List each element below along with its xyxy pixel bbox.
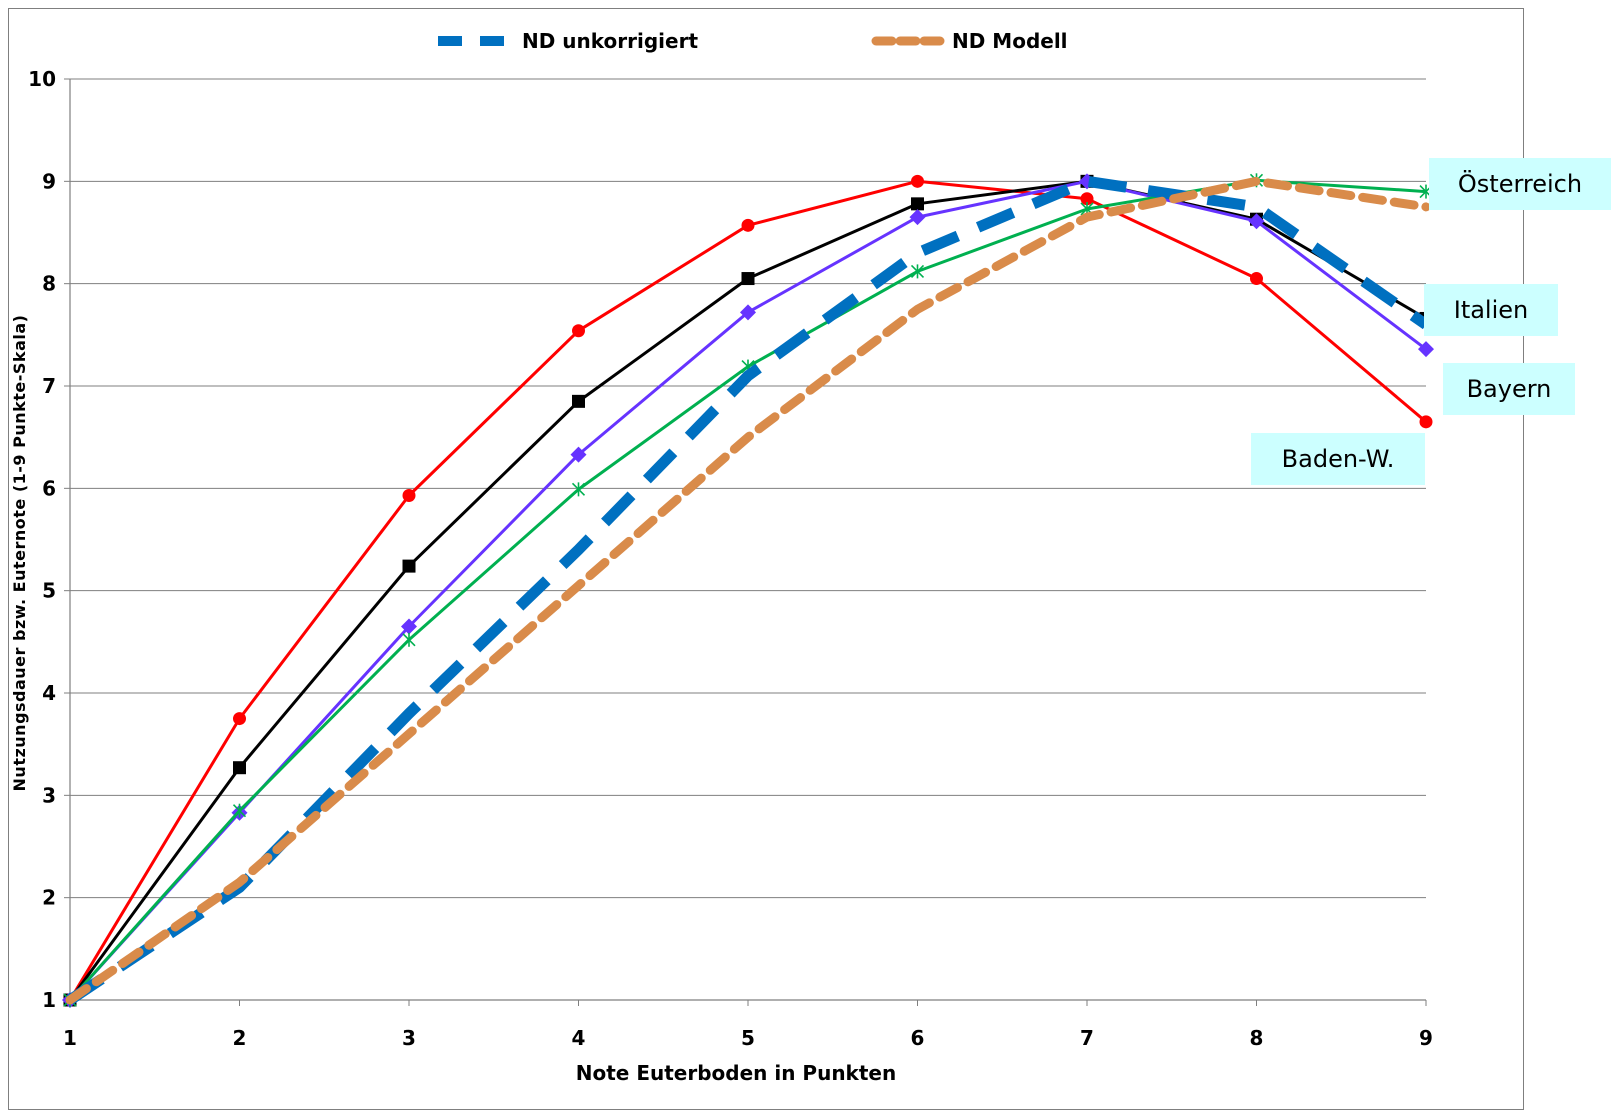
marker-baden-w-7 [1080,192,1094,206]
x-tick-label-1: 1 [63,1026,77,1050]
marker-baden-w-9 [1419,415,1433,429]
marker-bayern-6 [909,209,926,226]
x-tick-label-9: 9 [1419,1026,1433,1050]
y-tick-label-6: 6 [42,476,56,500]
marker-oesterreich-2 [232,803,247,818]
marker-italien-3 [402,559,416,573]
marker-italien-2 [233,761,246,775]
series-line-oesterreich [68,178,1427,1002]
x-tick-label-3: 3 [402,1026,416,1050]
legend-label-nd-modell: ND Modell [952,29,1068,53]
series-line-nd-unkorrigiert [66,175,1430,1005]
y-tick-label-2: 2 [42,886,56,910]
series-label-italien: Italien [1424,284,1558,336]
legend-label-nd-unkorrigiert: ND unkorrigiert [522,29,698,53]
x-axis-title: Note Euterboden in Punkten [576,1061,896,1085]
y-tick-label-4: 4 [42,681,56,705]
marker-italien-6 [911,197,924,211]
y-axis-title: Nutzungsdauer bzw. Euternote (1-9 Punkte… [10,315,29,792]
axis-layer: 1 2 3 4 5 6 7 8 9 10 1 2 3 4 5 6 7 8 9 [28,67,1433,1050]
x-tick-label-8: 8 [1250,1026,1264,1050]
marker-baden-w-8 [1250,272,1263,286]
x-tick-label-7: 7 [1080,1026,1094,1050]
legend-layer: ND unkorrigiert ND Modell [438,29,1068,53]
x-tick-label-6: 6 [911,1026,925,1050]
marker-bayern-5 [740,304,756,321]
x-tick-label-2: 2 [233,1026,247,1050]
marker-baden-w-5 [741,218,755,232]
marker-baden-w-2 [233,712,246,726]
x-tick-label-5: 5 [741,1026,755,1050]
marker-baden-w-3 [402,488,416,502]
series-layer [62,173,1434,1008]
series-label-oesterreich: Österreich [1429,158,1611,210]
y-tick-label-10: 10 [28,67,56,91]
marker-baden-w-6 [911,174,924,188]
marker-oesterreich-6 [910,264,925,279]
marker-italien-5 [741,272,755,286]
y-tick-label-9: 9 [42,169,56,193]
marker-italien-4 [572,394,585,408]
series-label-baden-w: Baden-W. [1251,433,1425,485]
y-tick-label-5: 5 [42,579,56,603]
series-line-nd-modell [65,176,1431,1005]
marker-bayern-8 [1248,213,1265,230]
grid-layer [70,78,1426,899]
marker-bayern-3 [401,618,417,635]
series-label-bayern: Bayern [1443,363,1575,415]
y-tick-label-7: 7 [42,374,56,398]
marker-bayern-4 [570,446,587,463]
chart-frame [8,8,1524,1110]
marker-bayern-9 [1418,341,1434,358]
y-tick-label-1: 1 [42,988,56,1012]
marker-oesterreich-4 [571,482,586,497]
marker-baden-w-4 [572,324,585,338]
marker-oesterreich-3 [402,632,416,647]
y-tick-label-3: 3 [42,783,56,807]
y-tick-label-8: 8 [42,272,56,296]
x-tick-label-4: 4 [572,1026,586,1050]
